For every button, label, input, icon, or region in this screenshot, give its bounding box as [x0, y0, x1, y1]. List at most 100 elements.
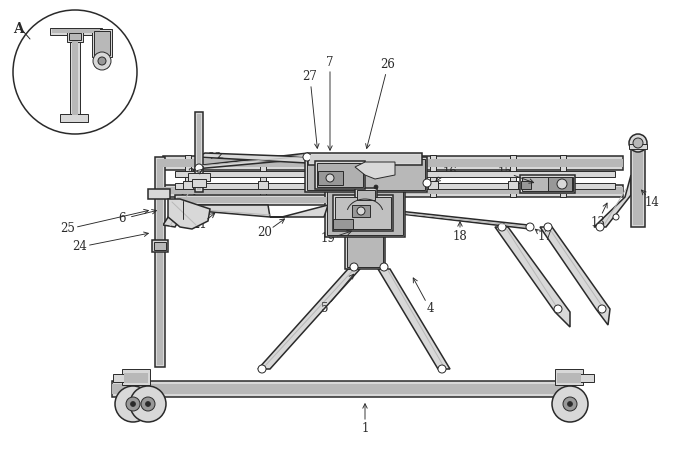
Polygon shape: [163, 183, 200, 227]
Circle shape: [526, 223, 534, 231]
Bar: [163, 185, 623, 197]
Bar: [510, 155, 516, 197]
Circle shape: [93, 52, 111, 70]
Polygon shape: [168, 199, 210, 229]
Text: 23: 23: [207, 153, 223, 165]
Circle shape: [141, 397, 155, 411]
Bar: [307, 159, 425, 190]
Bar: [333, 219, 353, 229]
Bar: [188, 173, 210, 181]
Bar: [508, 181, 518, 189]
Text: 18: 18: [453, 230, 467, 244]
Bar: [522, 177, 573, 191]
Bar: [152, 240, 168, 252]
Bar: [357, 190, 375, 200]
Circle shape: [130, 402, 136, 406]
Bar: [430, 155, 436, 197]
Bar: [195, 112, 203, 192]
Bar: [335, 197, 391, 229]
Bar: [112, 384, 574, 394]
Bar: [555, 369, 583, 385]
Circle shape: [380, 263, 388, 271]
Text: 25: 25: [61, 223, 75, 235]
Bar: [192, 179, 206, 187]
Circle shape: [98, 57, 106, 65]
Bar: [327, 191, 403, 235]
Circle shape: [126, 397, 140, 411]
Bar: [629, 144, 647, 149]
Polygon shape: [378, 269, 450, 369]
Text: 7: 7: [327, 55, 333, 69]
Circle shape: [130, 386, 166, 422]
Polygon shape: [258, 269, 360, 369]
Circle shape: [554, 305, 562, 313]
Text: 1: 1: [361, 423, 369, 436]
Circle shape: [544, 223, 552, 231]
Circle shape: [557, 179, 567, 189]
Circle shape: [303, 153, 311, 161]
Polygon shape: [594, 175, 631, 227]
Text: 22: 22: [187, 169, 203, 181]
Text: 20: 20: [258, 227, 272, 239]
Text: 27: 27: [302, 70, 318, 84]
Bar: [175, 195, 350, 205]
Bar: [521, 181, 531, 189]
Bar: [315, 161, 365, 189]
Text: 13: 13: [590, 216, 606, 228]
Polygon shape: [197, 153, 310, 163]
Bar: [308, 153, 422, 165]
Text: A: A: [12, 22, 23, 36]
Circle shape: [613, 214, 619, 220]
Bar: [185, 155, 191, 197]
Circle shape: [498, 223, 506, 231]
Bar: [258, 181, 268, 189]
Bar: [318, 171, 343, 185]
Text: 14: 14: [645, 196, 659, 208]
Bar: [520, 175, 575, 193]
Circle shape: [350, 263, 358, 271]
Bar: [578, 374, 594, 382]
Circle shape: [13, 10, 137, 134]
Bar: [325, 189, 405, 237]
Circle shape: [438, 365, 446, 373]
Circle shape: [423, 179, 431, 187]
Bar: [52, 29, 100, 33]
Bar: [355, 188, 377, 202]
Bar: [260, 155, 266, 197]
Bar: [50, 28, 102, 35]
Polygon shape: [195, 153, 308, 169]
Circle shape: [629, 134, 647, 152]
Bar: [67, 32, 83, 42]
Circle shape: [596, 223, 604, 231]
Text: 16: 16: [442, 165, 457, 179]
Text: 26: 26: [380, 58, 395, 71]
Bar: [148, 189, 170, 199]
Text: 4: 4: [426, 303, 434, 315]
Circle shape: [326, 174, 334, 182]
Bar: [175, 183, 615, 189]
Bar: [305, 157, 427, 192]
Circle shape: [195, 164, 203, 172]
Bar: [163, 187, 623, 194]
Bar: [163, 156, 623, 170]
Bar: [175, 171, 615, 177]
Bar: [154, 242, 166, 250]
Bar: [548, 177, 572, 191]
Text: 24: 24: [72, 240, 88, 254]
Bar: [70, 29, 80, 117]
Polygon shape: [355, 162, 395, 179]
Text: 5: 5: [321, 303, 329, 315]
Bar: [317, 163, 363, 187]
Bar: [72, 31, 78, 115]
Bar: [560, 155, 566, 197]
Text: 15: 15: [497, 165, 513, 179]
Bar: [333, 195, 393, 231]
Circle shape: [633, 138, 643, 148]
Bar: [631, 147, 645, 227]
Bar: [633, 149, 643, 225]
Circle shape: [563, 397, 577, 411]
Bar: [92, 29, 112, 57]
Circle shape: [115, 386, 151, 422]
Bar: [310, 155, 420, 163]
Text: 6: 6: [119, 213, 126, 225]
